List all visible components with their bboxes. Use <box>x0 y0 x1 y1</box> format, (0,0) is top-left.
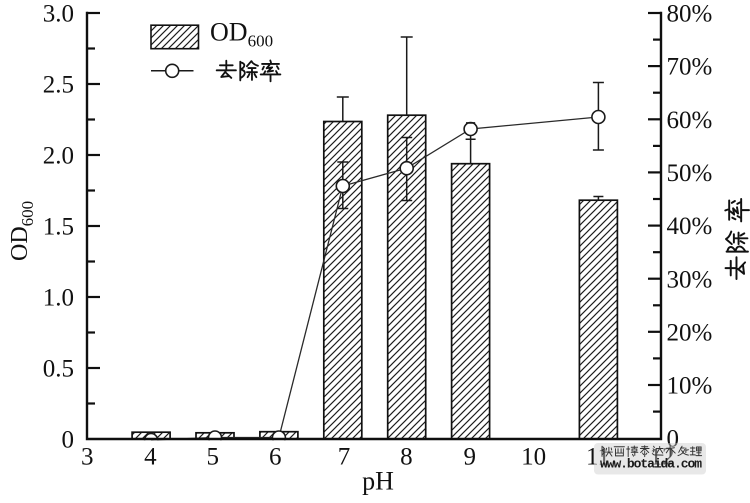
svg-text:70%: 70% <box>667 54 713 81</box>
svg-text:www.botaida.com: www.botaida.com <box>600 457 702 472</box>
svg-text:11: 11 <box>586 444 610 471</box>
svg-text:9: 9 <box>464 444 477 471</box>
svg-text:30%: 30% <box>667 266 713 293</box>
svg-text:0.5: 0.5 <box>43 356 74 383</box>
svg-text:3.0: 3.0 <box>43 1 74 28</box>
svg-text:2.0: 2.0 <box>43 143 74 170</box>
svg-text:10%: 10% <box>667 373 713 400</box>
svg-text:5: 5 <box>207 444 220 471</box>
svg-text:8: 8 <box>400 444 413 471</box>
svg-text:1.5: 1.5 <box>43 214 74 241</box>
svg-text:50%: 50% <box>667 160 713 187</box>
svg-text:6: 6 <box>269 444 282 471</box>
svg-text:10: 10 <box>521 444 546 471</box>
svg-text:3: 3 <box>81 444 94 471</box>
svg-text:pH: pH <box>362 467 394 496</box>
svg-text:40%: 40% <box>667 213 713 240</box>
svg-text:0: 0 <box>62 427 75 454</box>
svg-text:7: 7 <box>338 444 351 471</box>
svg-text:80%: 80% <box>667 1 713 28</box>
svg-text:4: 4 <box>144 444 157 471</box>
svg-text:60%: 60% <box>667 107 713 134</box>
svg-text:20%: 20% <box>667 319 713 346</box>
svg-text:2.5: 2.5 <box>43 72 74 99</box>
svg-text:1.0: 1.0 <box>43 285 74 312</box>
